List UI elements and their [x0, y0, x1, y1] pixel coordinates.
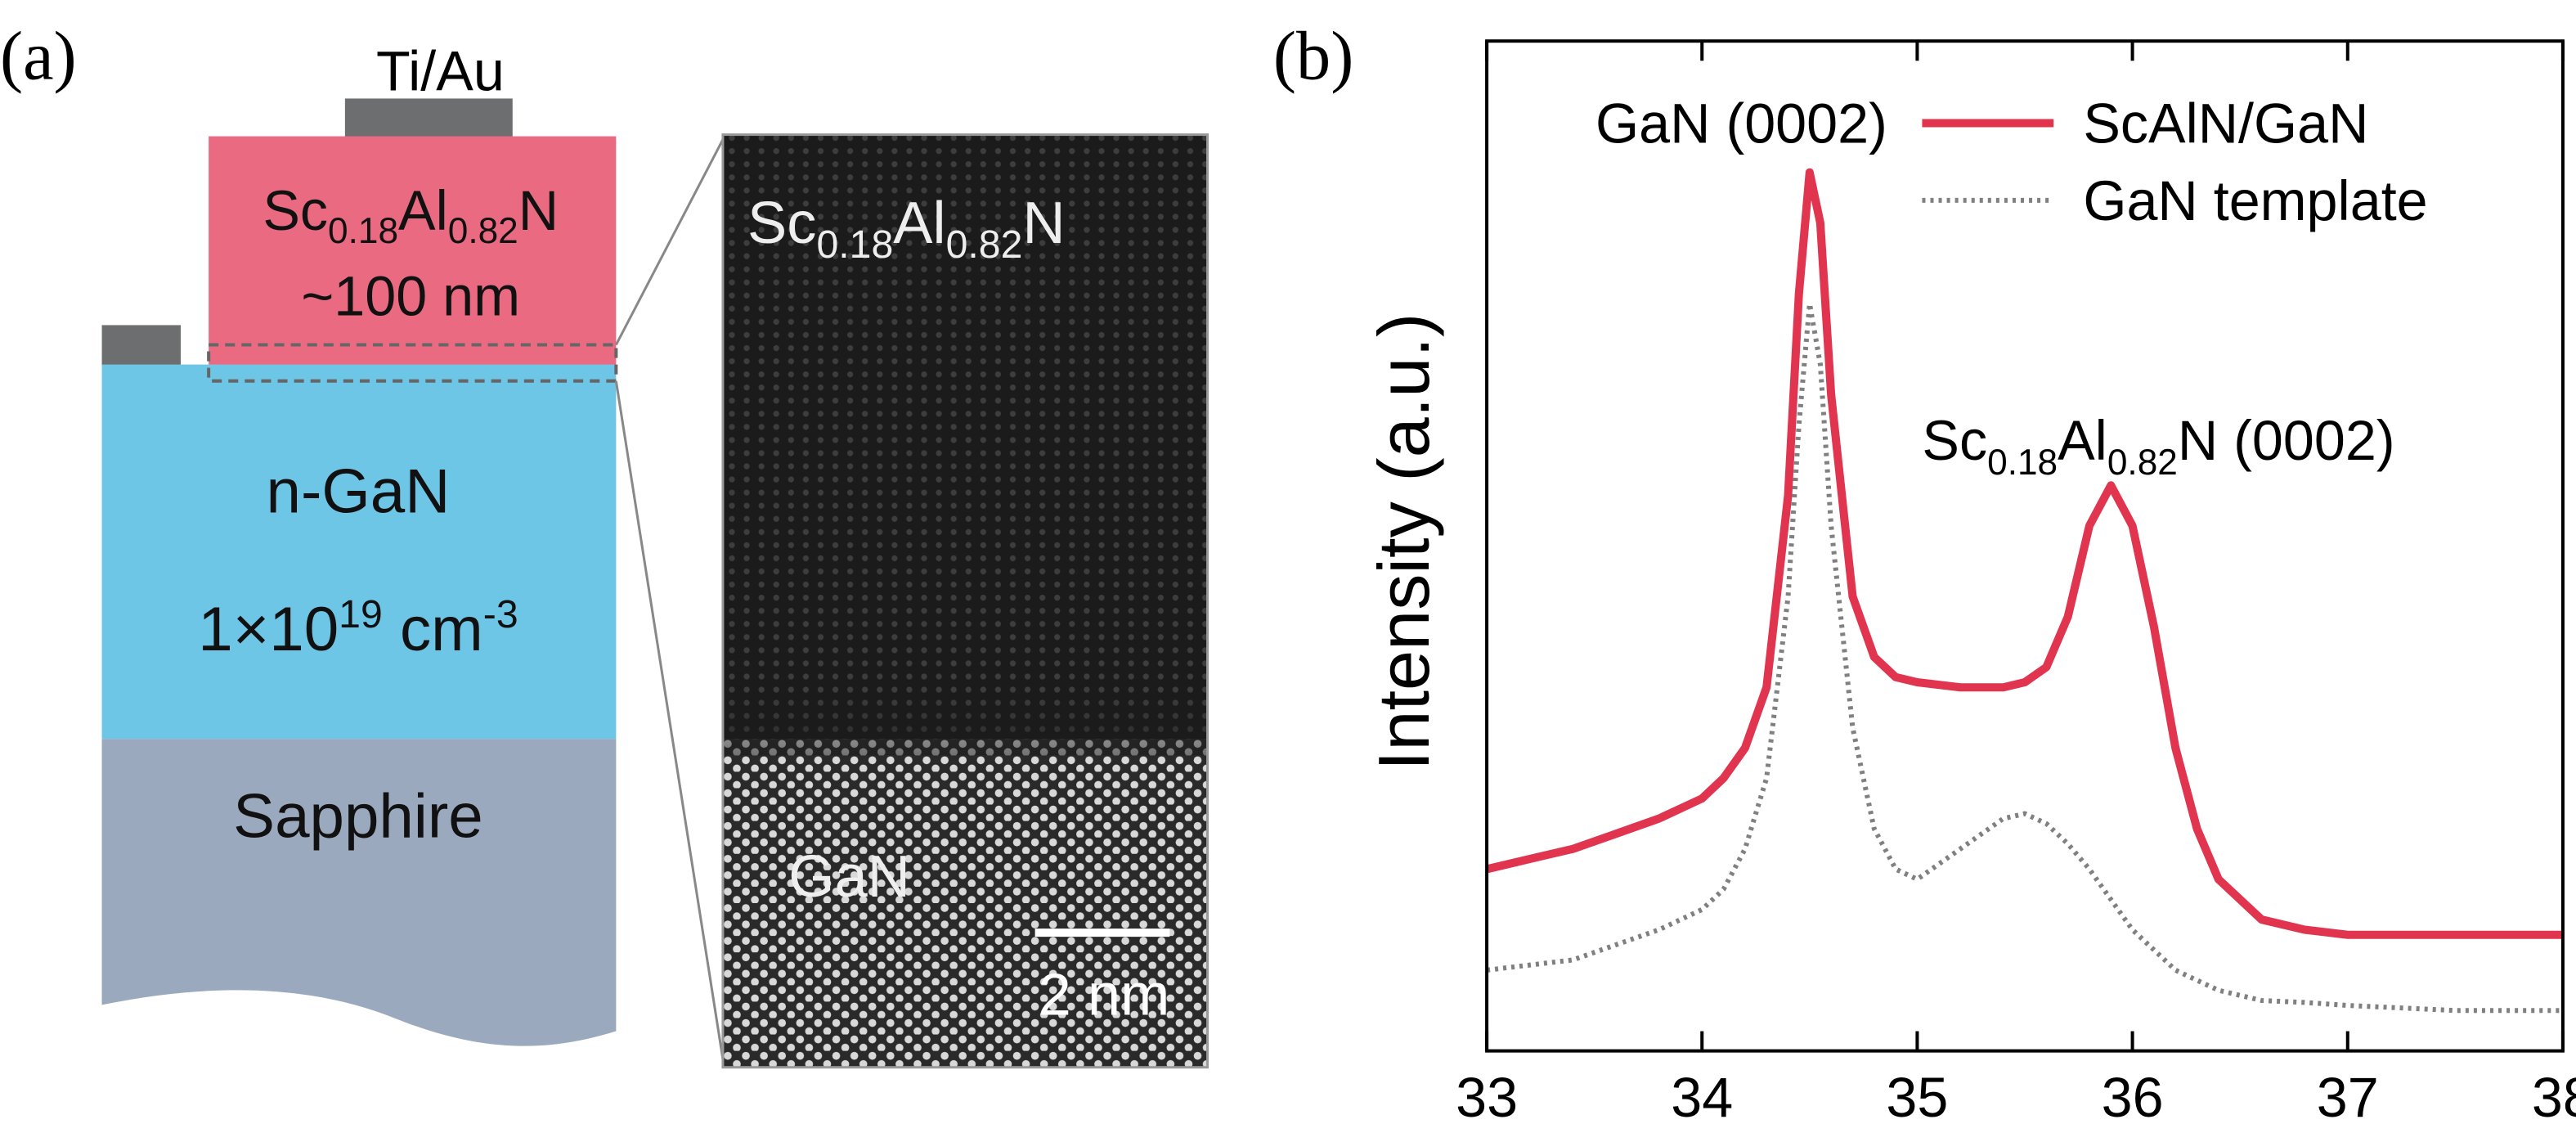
- data-line: [1485, 168, 2563, 939]
- panel-label: (b): [1273, 18, 1353, 94]
- text-part: Sc: [263, 180, 328, 242]
- y-axis-label: Intensity (a.u.): [1363, 313, 1444, 771]
- x-tick-label: 38: [2532, 1067, 2576, 1129]
- text-part: N: [1022, 191, 1065, 256]
- zoom-box: [207, 343, 618, 383]
- barrier-layer: [209, 136, 617, 366]
- tem-bottom-label: GaN: [788, 844, 910, 910]
- substrate: [101, 739, 617, 1046]
- text-part: Sc: [747, 191, 816, 256]
- annotation: GaN (0002): [1595, 93, 1887, 155]
- contact-label: Ti/Au: [376, 40, 505, 102]
- scale-label: 2 nm: [1039, 963, 1170, 1028]
- zoom-line: [615, 138, 725, 346]
- data-line: [1486, 301, 2563, 1014]
- channel-layer: [101, 364, 617, 740]
- text-part: Sc: [1922, 410, 1987, 472]
- tem-gan: [722, 739, 1208, 1068]
- text-part: N: [518, 180, 559, 242]
- x-tick-label: 33: [1456, 1067, 1518, 1129]
- zoom-line: [614, 380, 725, 1059]
- tem-frame: [721, 133, 1209, 1069]
- x-tick-label: 35: [1886, 1067, 1948, 1129]
- barrier-label: Sc0.18Al0.82N: [263, 180, 559, 251]
- text-part: Al: [398, 180, 448, 242]
- subscript: 0.18: [328, 211, 398, 251]
- doping-label: 1×1019 cm-3: [198, 592, 518, 664]
- tem-interface: [722, 690, 1208, 756]
- legend-label: ScAlN/GaN: [2083, 93, 2368, 155]
- subscript: 0.82: [448, 211, 518, 251]
- tem-barrier: [722, 134, 1208, 743]
- substrate-label: Sapphire: [233, 782, 483, 852]
- annotation: Sc0.18Al0.82N (0002): [1922, 410, 2394, 483]
- text-part: Al: [893, 191, 945, 256]
- tem-top-label: Sc0.18Al0.82N: [747, 191, 1066, 267]
- superscript: -3: [483, 592, 518, 636]
- text-part: GaN (0002): [1595, 93, 1887, 155]
- channel-label: n-GaN: [267, 456, 451, 526]
- text-part: Al: [2058, 410, 2107, 472]
- top-contact: [344, 98, 513, 138]
- plot-frame: [1485, 39, 2565, 1053]
- x-tick-label: 34: [1671, 1067, 1733, 1129]
- side-contact: [101, 325, 181, 366]
- thickness-label: ~100 nm: [301, 265, 520, 327]
- x-tick-label: 36: [2102, 1067, 2164, 1129]
- text-part: N (0002): [2178, 410, 2395, 472]
- subscript: 0.82: [946, 223, 1023, 267]
- text-part: cm: [383, 595, 483, 664]
- superscript: 19: [339, 592, 383, 636]
- subscript: 0.18: [1987, 443, 2058, 483]
- subscript: 0.18: [816, 223, 893, 267]
- subscript: 0.82: [2107, 443, 2178, 483]
- panel-label: (a): [0, 18, 77, 94]
- text-part: 1×10: [198, 595, 339, 664]
- legend-label: GaN template: [2083, 170, 2427, 232]
- x-tick-label: 37: [2317, 1067, 2379, 1129]
